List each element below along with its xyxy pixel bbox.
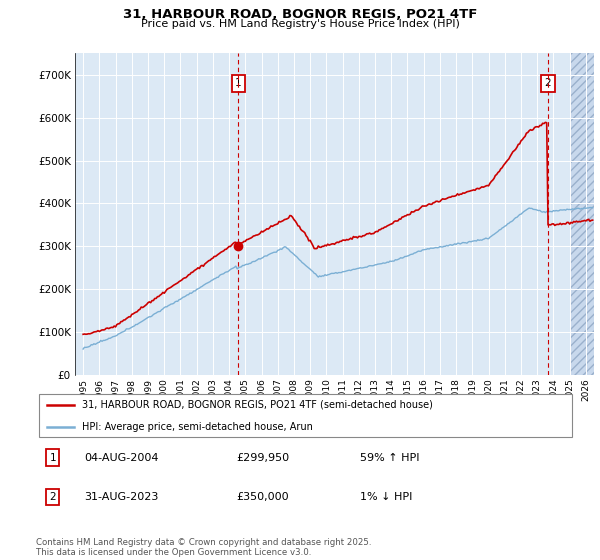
Text: £350,000: £350,000: [236, 492, 289, 502]
Text: Contains HM Land Registry data © Crown copyright and database right 2025.
This d: Contains HM Land Registry data © Crown c…: [36, 538, 371, 557]
Text: 2: 2: [49, 492, 56, 502]
Text: Price paid vs. HM Land Registry's House Price Index (HPI): Price paid vs. HM Land Registry's House …: [140, 19, 460, 29]
Text: 1: 1: [49, 453, 56, 463]
Text: 59% ↑ HPI: 59% ↑ HPI: [360, 453, 419, 463]
Text: 31-AUG-2023: 31-AUG-2023: [85, 492, 159, 502]
Text: 1: 1: [235, 78, 242, 88]
FancyBboxPatch shape: [39, 394, 572, 437]
Text: HPI: Average price, semi-detached house, Arun: HPI: Average price, semi-detached house,…: [82, 422, 313, 432]
Text: 04-AUG-2004: 04-AUG-2004: [85, 453, 159, 463]
Text: 31, HARBOUR ROAD, BOGNOR REGIS, PO21 4TF: 31, HARBOUR ROAD, BOGNOR REGIS, PO21 4TF: [123, 8, 477, 21]
Text: 1% ↓ HPI: 1% ↓ HPI: [360, 492, 412, 502]
Bar: [569, 36, 594, 380]
Text: £299,950: £299,950: [236, 453, 289, 463]
Text: 31, HARBOUR ROAD, BOGNOR REGIS, PO21 4TF (semi-detached house): 31, HARBOUR ROAD, BOGNOR REGIS, PO21 4TF…: [82, 400, 433, 410]
Text: 2: 2: [545, 78, 551, 88]
